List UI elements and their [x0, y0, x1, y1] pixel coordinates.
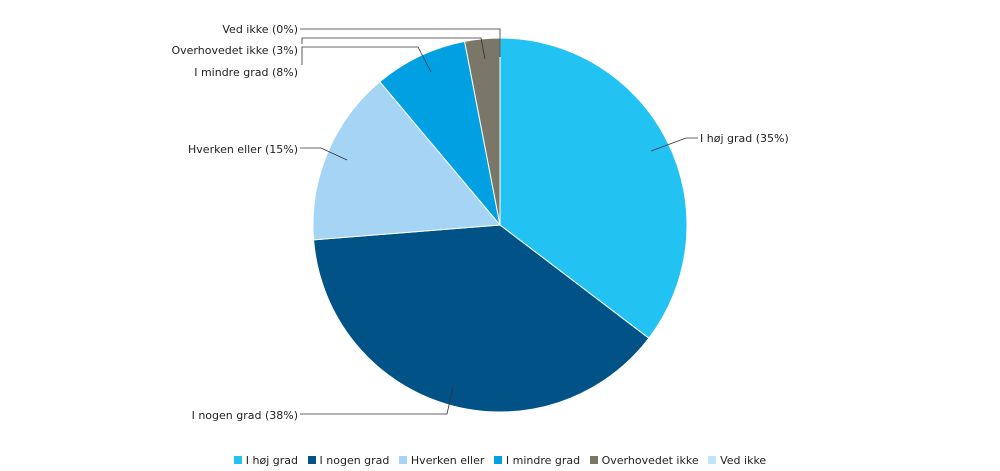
legend-swatch	[493, 456, 502, 464]
leader-line-overhovedet-ikke	[301, 37, 486, 60]
legend-item-hverken-eller: Hverken eller	[398, 454, 485, 467]
leader-line-hverken-eller	[300, 147, 348, 161]
legend-label: Ved ikke	[720, 454, 767, 467]
slice-label-overhovedet-ikke: Overhovedet ikke (3%)	[171, 44, 298, 57]
pie-slice-i-nogen-grad	[313, 224, 650, 413]
legend-label: I mindre grad	[505, 454, 581, 467]
legend-swatch	[233, 456, 242, 464]
leader-line-ved-ikke	[300, 28, 501, 57]
slice-label-i-hoej-grad: I høj grad (35%)	[700, 132, 789, 145]
slice-label-ved-ikke: Ved ikke (0%)	[222, 23, 298, 36]
slice-label-i-nogen-grad: I nogen grad (38%)	[192, 409, 298, 422]
pie-slice-hverken-eller	[312, 81, 502, 241]
legend-item-overhovedet-ikke: Overhovedet ikke	[589, 454, 699, 467]
pie-slice-i-mindre-grad	[379, 40, 501, 227]
legend-item-ved-ikke: Ved ikke	[708, 454, 766, 467]
slice-label-i-mindre-grad: I mindre grad (8%)	[194, 66, 298, 79]
legend-label: Hverken eller	[410, 454, 485, 467]
legend-item-i-nogen-grad: I nogen grad	[307, 454, 390, 467]
leader-line-i-nogen-grad	[300, 386, 454, 415]
slice-label-hverken-eller: Hverken eller (15%)	[188, 143, 298, 156]
chart-legend: I høj grad I nogen grad Hverken eller I …	[0, 454, 1000, 467]
legend-label: Overhovedet ikke	[601, 454, 699, 467]
legend-item-i-hoej-grad: I høj grad	[233, 454, 299, 467]
pie-slice-i-hoej-grad	[499, 37, 688, 339]
legend-swatch	[708, 456, 717, 464]
legend-swatch	[307, 456, 316, 464]
legend-swatch	[589, 456, 598, 464]
legend-label: I nogen grad	[319, 454, 390, 467]
legend-label: I høj grad	[245, 454, 299, 467]
legend-item-i-mindre-grad: I mindre grad	[493, 454, 581, 467]
legend-swatch	[398, 456, 407, 464]
leader-line-i-mindre-grad	[301, 46, 432, 73]
leader-line-i-hoej-grad	[650, 137, 698, 152]
